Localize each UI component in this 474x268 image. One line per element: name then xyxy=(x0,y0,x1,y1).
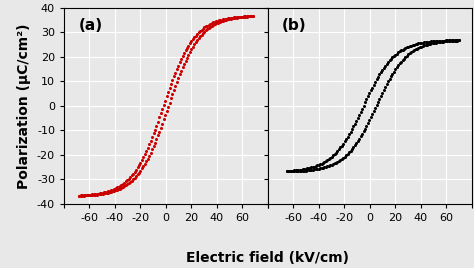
Text: (a): (a) xyxy=(78,18,102,33)
Y-axis label: Polarization (μC/cm²): Polarization (μC/cm²) xyxy=(17,23,31,189)
Text: (b): (b) xyxy=(282,18,307,33)
Text: Electric field (kV/cm): Electric field (kV/cm) xyxy=(186,251,349,265)
